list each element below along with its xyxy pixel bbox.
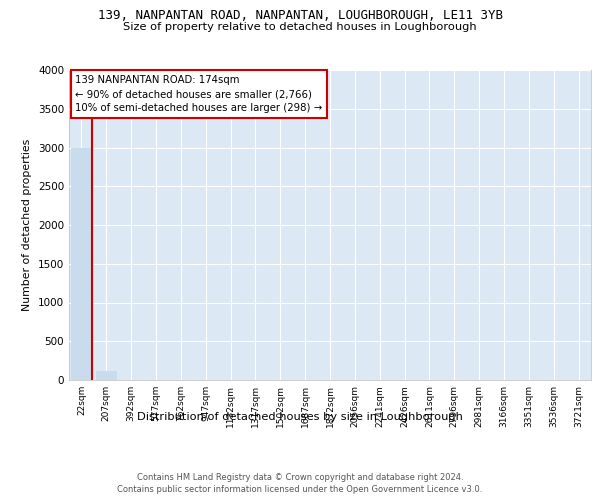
- Bar: [71, 148, 92, 380]
- Bar: [96, 372, 117, 380]
- Text: 139, NANPANTAN ROAD, NANPANTAN, LOUGHBOROUGH, LE11 3YB: 139, NANPANTAN ROAD, NANPANTAN, LOUGHBOR…: [97, 9, 503, 22]
- Text: 139 NANPANTAN ROAD: 174sqm
← 90% of detached houses are smaller (2,766)
10% of s: 139 NANPANTAN ROAD: 174sqm ← 90% of deta…: [75, 74, 323, 114]
- Text: Distribution of detached houses by size in Loughborough: Distribution of detached houses by size …: [137, 412, 463, 422]
- Bar: [71, 148, 92, 380]
- Bar: [96, 372, 117, 380]
- Text: Size of property relative to detached houses in Loughborough: Size of property relative to detached ho…: [123, 22, 477, 32]
- Text: Contains public sector information licensed under the Open Government Licence v3: Contains public sector information licen…: [118, 485, 482, 494]
- Text: Contains HM Land Registry data © Crown copyright and database right 2024.: Contains HM Land Registry data © Crown c…: [137, 472, 463, 482]
- Y-axis label: Number of detached properties: Number of detached properties: [22, 139, 32, 311]
